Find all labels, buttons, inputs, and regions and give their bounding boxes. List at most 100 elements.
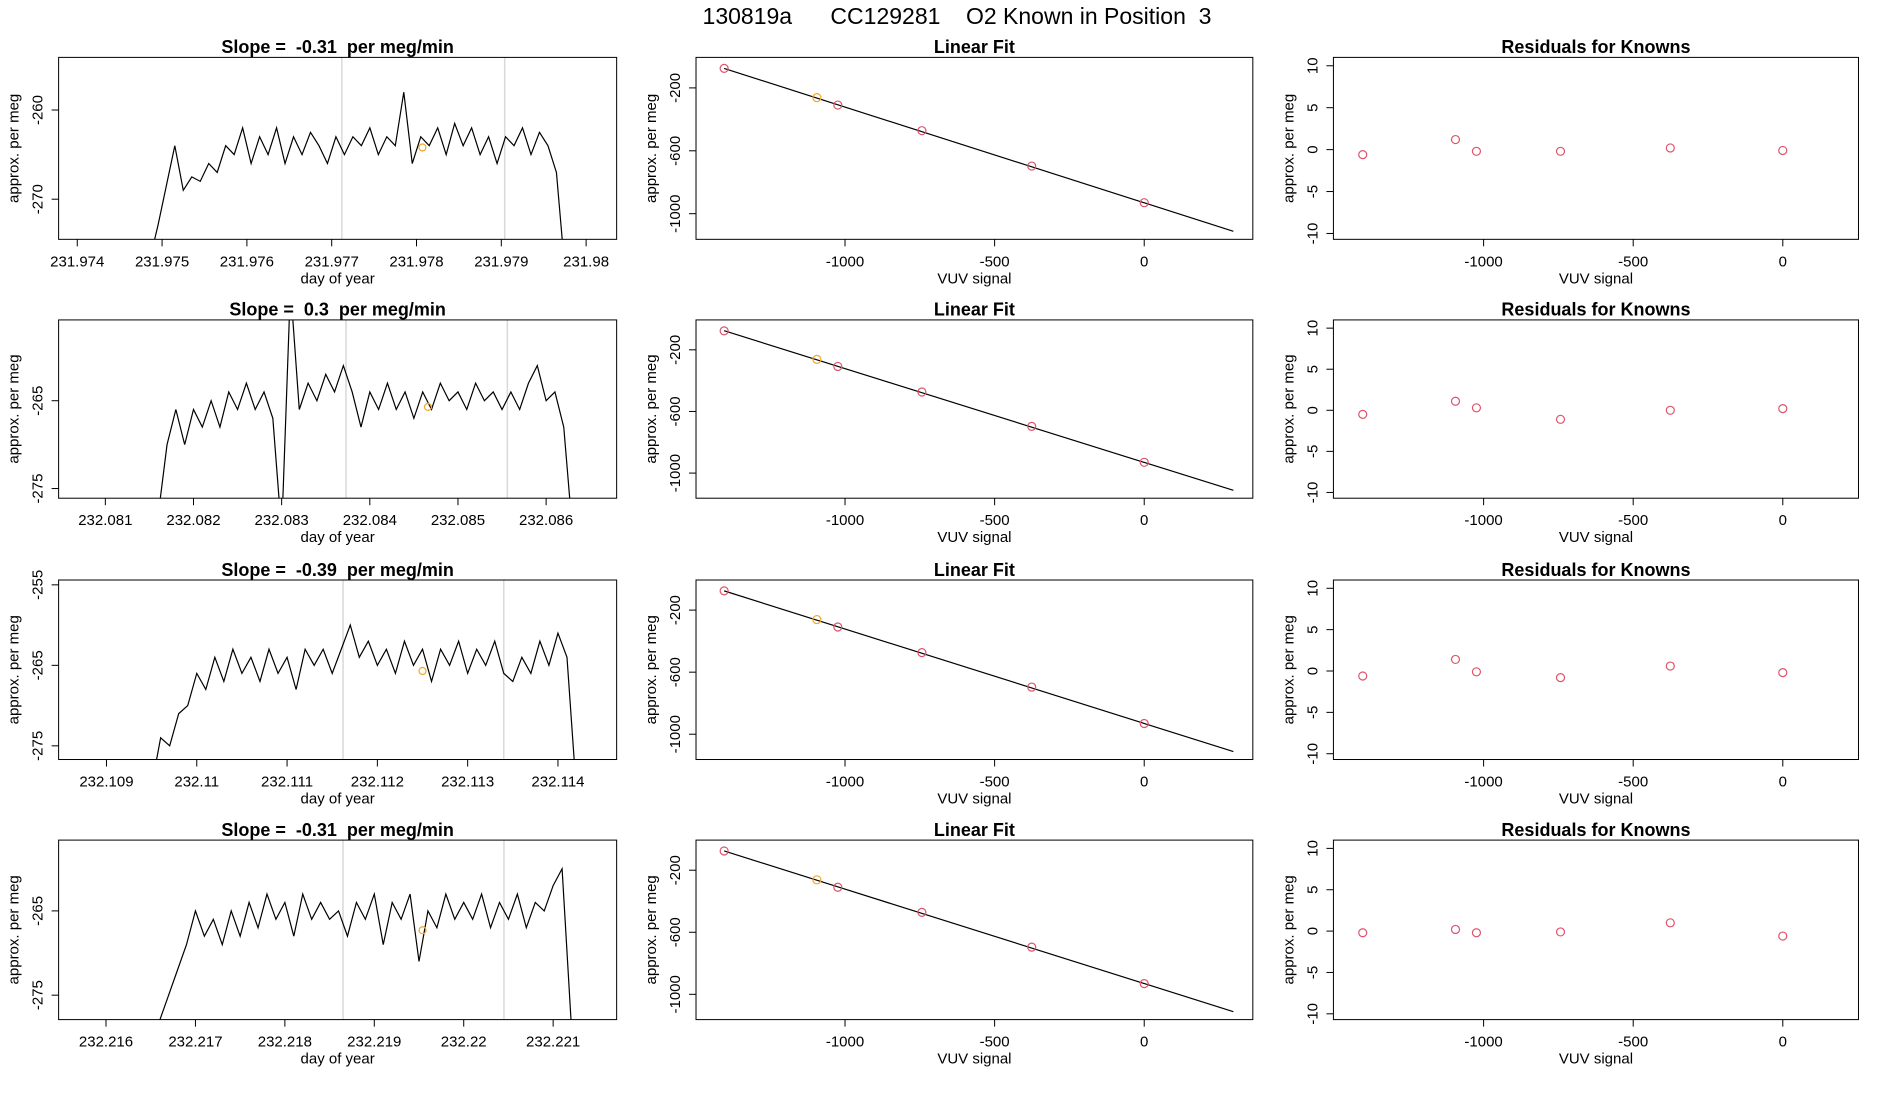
x-tick-label: -500 (1618, 773, 1648, 790)
x-tick-label: -1000 (826, 1034, 864, 1051)
data-point (833, 361, 843, 372)
y-tick-label: 0 (1304, 927, 1321, 935)
x-tick-label: 232.217 (168, 1034, 222, 1051)
x-tick-label: 232.112 (351, 773, 404, 790)
y-tick-label: -260 (30, 95, 47, 125)
data-point (1358, 928, 1368, 938)
data-line (159, 319, 571, 499)
data-point (917, 126, 927, 136)
plot-frame (1332, 319, 1859, 499)
y-tick-label: -10 (1304, 1003, 1321, 1025)
y-axis-label: approx. per meg (6, 94, 23, 203)
x-tick-label: 232.111 (261, 773, 313, 790)
x-tick-label: -1000 (1464, 1034, 1502, 1051)
x-tick-label: 232.216 (79, 1034, 133, 1051)
panel: Slope = 0.3 per meg/min day of year approx… (6, 300, 618, 546)
panel: Slope = -0.31 per meg/min day of year appr… (6, 820, 618, 1068)
plot-frame (58, 319, 618, 499)
plot-frame (695, 56, 1254, 240)
data-point (1450, 396, 1461, 406)
data-point (1665, 143, 1675, 153)
x-tick-label: -500 (980, 1034, 1010, 1051)
panel: Residuals for Knowns VUV signal approx. pe… (1280, 560, 1859, 807)
x-tick-label: 231.98 (563, 253, 609, 270)
data-point (1027, 682, 1037, 692)
plot-area (719, 63, 1234, 232)
x-tick-label: 232.22 (441, 1034, 487, 1051)
data-point (1358, 409, 1368, 420)
y-tick-label: 5 (1304, 625, 1321, 633)
y-tick-label: 0 (1304, 145, 1321, 153)
data-point (719, 326, 729, 336)
panel-title: Residuals for Knowns (1501, 560, 1690, 580)
panel-title: Residuals for Knowns (1501, 300, 1690, 320)
plot-area (719, 586, 1234, 753)
y-tick-label: -265 (30, 386, 47, 416)
plot-area (159, 319, 571, 499)
y-axis-label: approx. per meg (6, 875, 23, 984)
y-tick-label: -1000 (667, 454, 684, 492)
x-tick-label: 0 (1140, 1034, 1148, 1051)
y-axis-label: approx. per meg (1280, 354, 1297, 463)
x-tick-label: -1000 (1464, 773, 1502, 790)
plot-frame (1332, 579, 1859, 761)
data-point (719, 846, 729, 856)
y-tick-label: -5 (1304, 185, 1321, 198)
fit-line (723, 590, 1234, 753)
y-tick-label: -1000 (667, 715, 684, 753)
y-tick-label: -265 (30, 650, 47, 680)
x-tick-label: 232.083 (255, 512, 309, 529)
data-line (159, 866, 572, 1020)
panel-title: Linear Fit (934, 820, 1015, 840)
y-tick-label: 0 (1304, 667, 1321, 675)
data-point (1665, 661, 1675, 671)
data-point (812, 93, 822, 103)
y-tick-label: -5 (1304, 445, 1321, 458)
y-tick-label: 10 (1304, 840, 1321, 857)
x-axis-label: VUV signal (937, 270, 1011, 287)
panel-title: Slope = -0.39 per meg/min (221, 560, 454, 580)
highlight-point (418, 143, 427, 152)
x-tick-label: 0 (1779, 512, 1787, 529)
x-tick-label: 0 (1779, 773, 1787, 790)
plot-frame (695, 839, 1254, 1021)
data-point (719, 63, 729, 73)
x-tick-label: 232.084 (343, 512, 397, 529)
data-point (1555, 673, 1566, 683)
data-point (1471, 667, 1482, 677)
plot-frame (1332, 56, 1859, 240)
data-point (812, 354, 822, 364)
x-tick-label: -500 (980, 253, 1010, 270)
data-point (1139, 457, 1149, 467)
y-tick-label: -5 (1304, 966, 1321, 979)
x-axis-label: VUV signal (1559, 790, 1633, 807)
x-tick-label: -1000 (1464, 512, 1502, 529)
y-tick-label: -10 (1304, 743, 1321, 765)
panel-title: Residuals for Knowns (1501, 820, 1690, 840)
panel: Slope = -0.39 per meg/min day of year appr… (6, 560, 618, 807)
data-point (1358, 671, 1368, 681)
panel-title: Slope = -0.31 per meg/min (221, 37, 454, 57)
plot-area (1358, 654, 1788, 683)
y-tick-label: -265 (30, 896, 47, 926)
panel-title: Linear Fit (934, 300, 1015, 320)
data-point (1450, 134, 1461, 145)
plot-frame (58, 579, 618, 761)
y-tick-label: -200 (667, 855, 684, 885)
data-point (1665, 405, 1675, 415)
data-point (812, 614, 822, 625)
x-tick-label: -500 (980, 773, 1010, 790)
x-tick-label: -1000 (826, 253, 864, 270)
y-axis-label: approx. per meg (1280, 615, 1297, 724)
plot-area (159, 840, 572, 1020)
y-axis-label: approx. per meg (643, 354, 660, 463)
y-axis-label: approx. per meg (643, 615, 660, 724)
data-point (1139, 979, 1149, 989)
y-tick-label: -275 (30, 980, 47, 1010)
y-tick-label: -1000 (667, 195, 684, 233)
y-tick-label: -255 (30, 570, 47, 600)
data-point (1555, 414, 1566, 424)
x-tick-label: 232.114 (531, 773, 584, 790)
panel-title: Slope = 0.3 per meg/min (229, 300, 446, 320)
